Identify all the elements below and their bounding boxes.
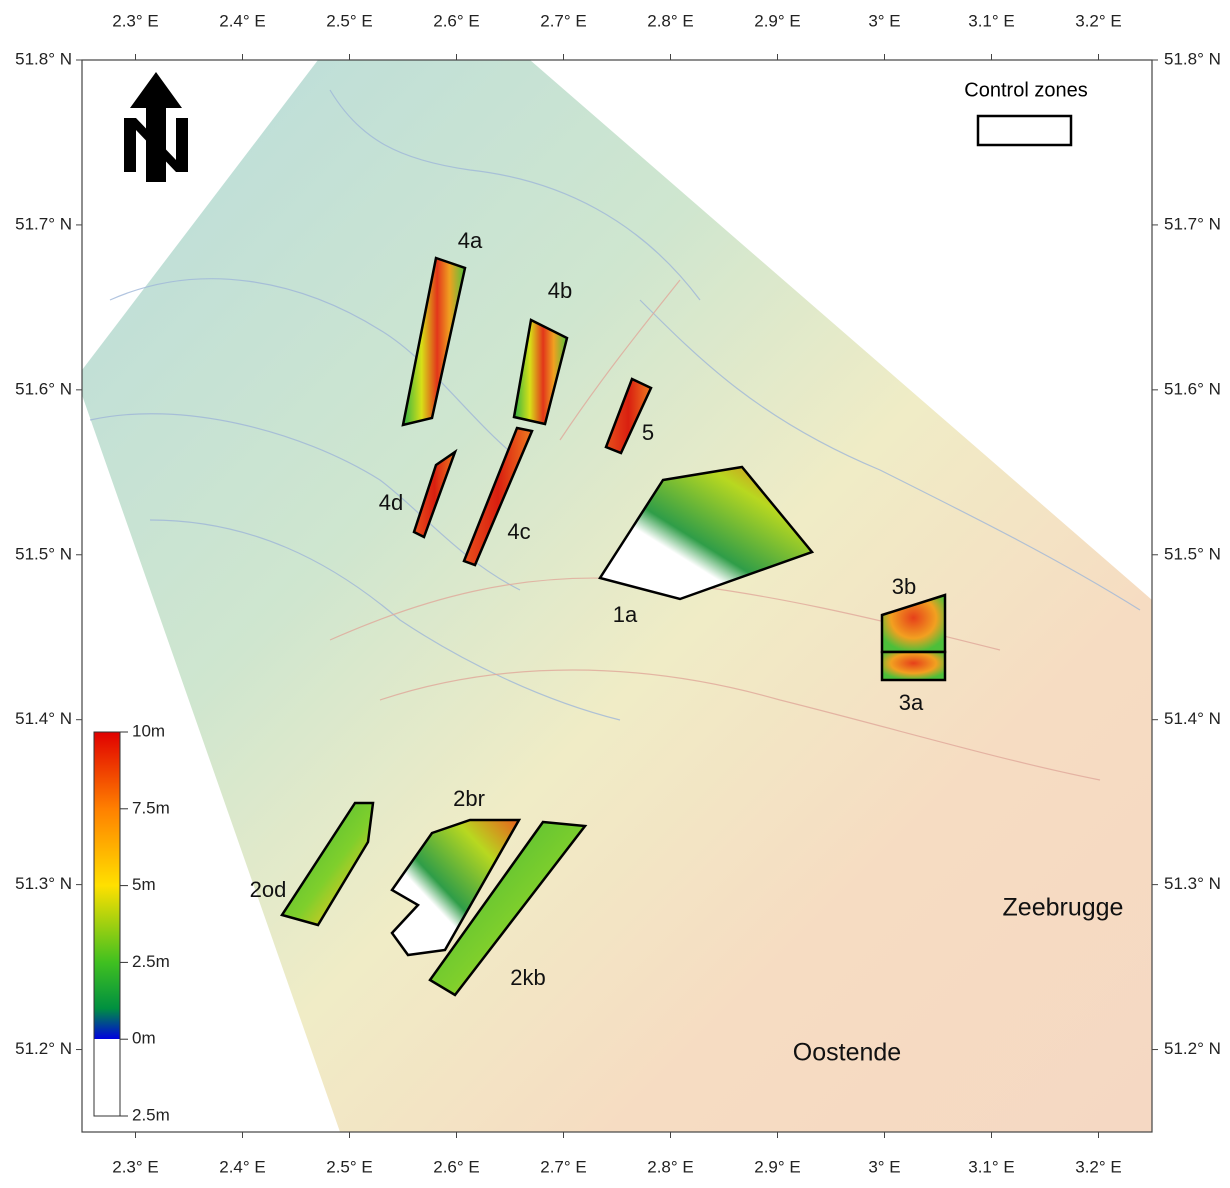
legend-label: Control zones bbox=[964, 79, 1087, 101]
zone-label: 4d bbox=[379, 490, 403, 515]
place-label: Oostende bbox=[793, 1039, 901, 1067]
x-tick-label: 2.5° E bbox=[326, 11, 373, 30]
colorbar bbox=[94, 732, 120, 1116]
y-tick-label: 51.6° N bbox=[1164, 379, 1221, 398]
colorbar-label: 0m bbox=[132, 1029, 156, 1048]
y-tick-label: 51.4° N bbox=[15, 709, 72, 728]
map: 2.3° E 2.3° E 2.4° E 2.4° E 2.5° E 2.5° E 2.6°… bbox=[0, 0, 1230, 1183]
zone-label: 4b bbox=[548, 278, 572, 303]
colorbar-label: 2.5m bbox=[132, 1105, 170, 1124]
colorbar-label: 7.5m bbox=[132, 798, 170, 817]
zone-label: 2br bbox=[453, 786, 485, 811]
legend-swatch bbox=[978, 116, 1071, 145]
zone-label: 2od bbox=[250, 877, 287, 902]
zone-label: 2kb bbox=[510, 965, 545, 990]
y-tick-label: 51.2° N bbox=[15, 1039, 72, 1058]
y-tick-label: 51.6° N bbox=[15, 379, 72, 398]
x-tick-label: 3.1° E bbox=[968, 11, 1015, 30]
x-tick-label: 2.8° E bbox=[647, 1157, 694, 1176]
x-tick-label: 2.4° E bbox=[219, 11, 266, 30]
north-arrow bbox=[124, 72, 188, 182]
y-tick-label: 51.3° N bbox=[1164, 874, 1221, 893]
x-tick-label: 2.7° E bbox=[540, 1157, 587, 1176]
x-tick-label: 3.1° E bbox=[968, 1157, 1015, 1176]
y-tick-label: 51.7° N bbox=[1164, 214, 1221, 233]
y-tick-label: 51.8° N bbox=[15, 49, 72, 68]
colorbar-label: 5m bbox=[132, 875, 156, 894]
x-tick-label: 2.7° E bbox=[540, 11, 587, 30]
x-tick-label: 2.4° E bbox=[219, 1157, 266, 1176]
zone-label: 4c bbox=[507, 519, 530, 544]
x-tick-label: 2.9° E bbox=[754, 1157, 801, 1176]
y-tick-label: 51.5° N bbox=[1164, 544, 1221, 563]
x-tick-label: 2.3° E bbox=[112, 1157, 159, 1176]
zone-label: 3a bbox=[899, 690, 924, 715]
colorbar-label: 10m bbox=[132, 721, 165, 740]
zone-label: 1a bbox=[613, 602, 638, 627]
x-tick-label: 3.2° E bbox=[1075, 1157, 1122, 1176]
zone bbox=[882, 652, 945, 680]
x-tick-label: 2.6° E bbox=[433, 1157, 480, 1176]
zone-label: 4a bbox=[458, 228, 483, 253]
x-tick-label: 2.8° E bbox=[647, 11, 694, 30]
x-tick-label: 3.2° E bbox=[1075, 11, 1122, 30]
x-tick-label: 2.3° E bbox=[112, 11, 159, 30]
x-tick-label: 3° E bbox=[868, 1157, 900, 1176]
place-label: Zeebrugge bbox=[1003, 894, 1124, 922]
zone-label: 5 bbox=[642, 420, 654, 445]
x-tick-label: 3° E bbox=[868, 11, 900, 30]
x-tick-label: 2.5° E bbox=[326, 1157, 373, 1176]
x-tick-label: 2.6° E bbox=[433, 11, 480, 30]
y-tick-label: 51.3° N bbox=[15, 874, 72, 893]
zone-label: 3b bbox=[892, 574, 916, 599]
y-tick-label: 51.5° N bbox=[15, 544, 72, 563]
y-tick-label: 51.7° N bbox=[15, 214, 72, 233]
x-tick-label: 2.9° E bbox=[754, 11, 801, 30]
y-tick-label: 51.2° N bbox=[1164, 1039, 1221, 1058]
y-tick-label: 51.8° N bbox=[1164, 49, 1221, 68]
y-tick-label: 51.4° N bbox=[1164, 709, 1221, 728]
colorbar-label: 2.5m bbox=[132, 952, 170, 971]
